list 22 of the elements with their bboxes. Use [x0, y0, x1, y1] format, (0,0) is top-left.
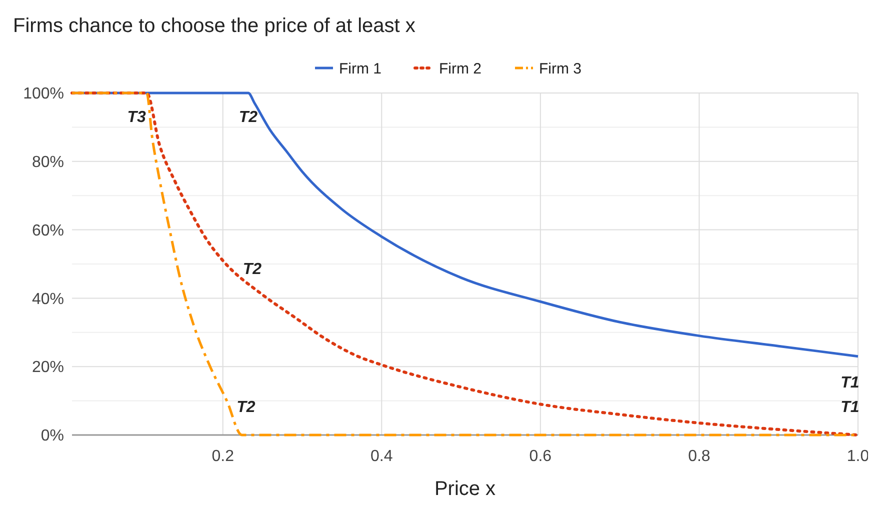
legend-label: Firm 2 — [439, 60, 482, 78]
x-tick-label: 0.4 — [370, 448, 393, 465]
y-tick-label: 100% — [23, 86, 64, 103]
annotation: T3 — [127, 109, 146, 126]
line-series — [70, 92, 860, 436]
y-tick-label: 20% — [32, 359, 64, 376]
y-tick-label: 40% — [32, 290, 64, 308]
y-tick-label: 80% — [32, 154, 64, 171]
x-tick-label: 0.6 — [529, 448, 552, 465]
legend-label: Firm 3 — [539, 60, 582, 78]
x-tick-label: 0.8 — [688, 448, 710, 465]
legend-label: Firm 1 — [339, 60, 382, 78]
chart-title: Firms chance to choose the price of at least x — [13, 15, 416, 37]
annotation: T2 — [242, 260, 262, 278]
x-axis-title: Price x — [434, 478, 496, 500]
annotation: T2 — [236, 399, 256, 416]
y-tick-label: 60% — [32, 222, 64, 240]
annotation: T2 — [238, 109, 258, 126]
y-tick-label: 0% — [40, 428, 64, 445]
annotation: T1 — [840, 374, 860, 392]
x-tick-label: 0.2 — [212, 448, 234, 465]
annotation: T1 — [840, 399, 860, 416]
